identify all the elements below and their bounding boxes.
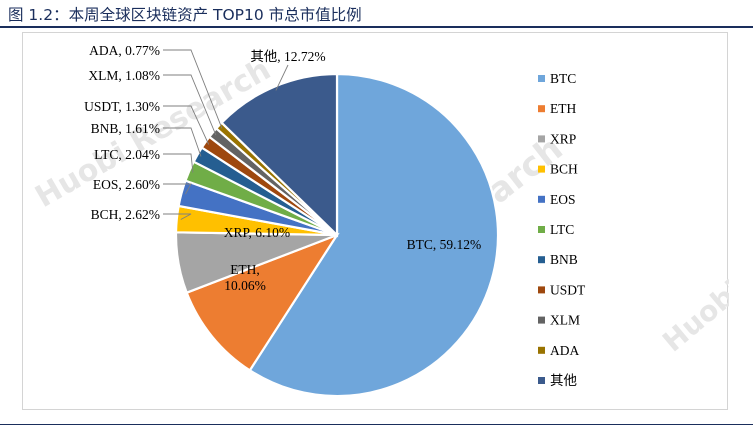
legend-label: 其他 (550, 373, 577, 388)
data-label-bch: BCH, 2.62% (91, 207, 160, 222)
data-label-eth: ETH, 10.06% (224, 262, 266, 293)
leader-line-usdt (163, 105, 210, 145)
pie-slice-btc (248, 72, 500, 398)
legend-item-其他: 其他 (538, 373, 577, 388)
leader-line-ada (163, 49, 223, 129)
pie-slices (174, 72, 500, 398)
legend-item-bch: BCH (538, 162, 578, 177)
pie-slice-其他 (220, 72, 339, 238)
legend-swatch (538, 165, 545, 173)
figure-title: 图 1.2：本周全球区块链资产 TOP10 市总市值比例 (8, 6, 362, 24)
legend-label: USDT (550, 282, 586, 297)
data-label-其他: 其他, 12.72% (250, 49, 325, 64)
legend-item-ada: ADA (538, 343, 579, 358)
data-label-btc: BTC, 59.12% (407, 237, 482, 252)
data-labels: BTC, 59.12% ETH, 10.06% XRP, 6.10% BCH, 2.62… (84, 43, 481, 293)
legend-label: BNB (550, 252, 578, 267)
legend-swatch (538, 316, 545, 324)
data-label-usdt: USDT, 1.30% (84, 99, 160, 114)
legend-swatch (538, 346, 545, 354)
pie-slice-eth (185, 232, 340, 372)
legend-swatch (538, 377, 545, 384)
legend-item-xrp: XRP (538, 131, 576, 146)
leader-line-bnb (163, 127, 202, 157)
leader-line-bch (163, 213, 192, 220)
legend-label: BCH (550, 162, 578, 177)
legend-item-ltc: LTC (538, 222, 574, 237)
legend-swatch (538, 195, 545, 203)
legend-item-eos: EOS (538, 192, 576, 207)
legend-swatch (538, 135, 545, 143)
legend-label: ETH (550, 101, 576, 116)
leader-line-xlm (163, 74, 217, 136)
watermark-text: Huobi Research (656, 174, 729, 358)
legend-label: LTC (550, 222, 574, 237)
legend-swatch (538, 226, 545, 233)
data-label-ada: ADA, 0.77% (89, 43, 160, 58)
legend-item-xlm: XLM (538, 313, 580, 328)
legend-label: EOS (550, 192, 576, 207)
leader-line-eos (163, 183, 192, 195)
legend-item-btc: BTC (538, 71, 576, 86)
legend-label: XLM (550, 313, 580, 328)
legend-item-bnb: BNB (538, 252, 578, 267)
leader-line-其他 (275, 64, 289, 91)
legend-item-eth: ETH (538, 101, 576, 116)
data-label-xrp: XRP, 6.10% (224, 225, 290, 240)
data-label-eos: EOS, 2.60% (93, 177, 160, 192)
legend-swatch (538, 286, 545, 294)
legend: BTC ETH XRP BCH EOS LTC BNB USDT XLM ADA 其他 (538, 71, 586, 388)
bottom-rule (0, 424, 753, 425)
legend-swatch (538, 256, 545, 264)
legend-swatch (538, 75, 545, 82)
data-label-xlm: XLM, 1.08% (88, 68, 160, 83)
legend-swatch (538, 105, 545, 113)
title-rule (0, 26, 753, 28)
legend-label: ADA (550, 343, 579, 358)
legend-label: XRP (550, 131, 576, 146)
leader-line-ltc (163, 153, 194, 173)
data-label-ltc: LTC, 2.04% (94, 147, 160, 162)
data-label-bnb: BNB, 1.61% (91, 121, 160, 136)
legend-label: BTC (550, 71, 576, 86)
legend-item-usdt: USDT (538, 282, 586, 297)
leader-lines (163, 49, 289, 220)
